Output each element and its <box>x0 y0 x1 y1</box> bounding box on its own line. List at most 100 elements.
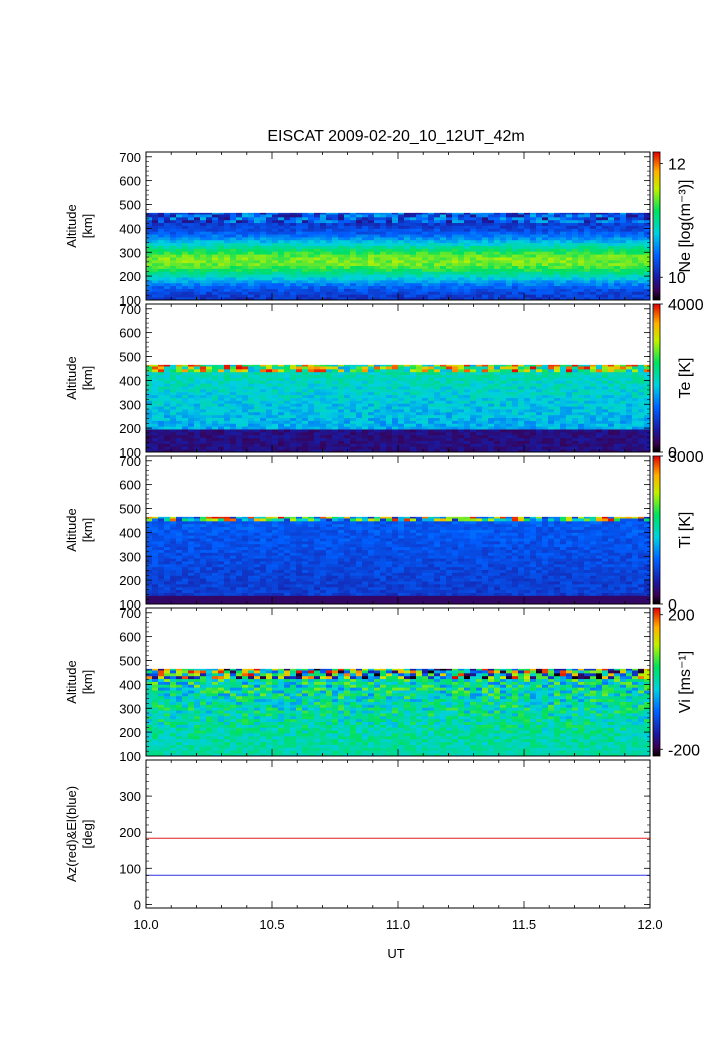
heatmap-cell <box>440 216 447 221</box>
heatmap-cell <box>266 414 273 419</box>
heatmap-cell <box>200 242 207 246</box>
heatmap-cell <box>326 366 333 370</box>
heatmap-cell <box>614 262 621 267</box>
heatmap-cell <box>272 222 279 226</box>
heatmap-cell <box>578 285 585 289</box>
heatmap-cell <box>236 297 243 300</box>
heatmap-cell <box>566 219 573 224</box>
heatmap-cell <box>446 400 453 404</box>
heatmap-cell <box>512 288 519 292</box>
heatmap-cell <box>512 219 519 224</box>
heatmap-cell <box>350 279 357 284</box>
heatmap-cell <box>188 426 195 430</box>
heatmap-cell <box>368 371 375 376</box>
heatmap-cell <box>428 277 435 281</box>
heatmap-cell <box>254 277 261 281</box>
heatmap-cell <box>476 282 483 287</box>
heatmap-cell <box>308 431 315 436</box>
heatmap-cell <box>470 434 477 439</box>
heatmap-cell <box>254 239 261 244</box>
heatmap-cell <box>236 282 243 287</box>
heatmap-cell <box>428 417 435 421</box>
heatmap-cell <box>218 225 225 229</box>
heatmap-cell <box>146 383 153 387</box>
heatmap-cell <box>260 262 267 267</box>
heatmap-cell <box>158 236 165 241</box>
heatmap-cell <box>440 414 447 419</box>
heatmap-cell <box>188 294 195 298</box>
heatmap-cell <box>488 411 495 416</box>
heatmap-cell <box>362 288 369 292</box>
heatmap-cell <box>218 383 225 387</box>
heatmap-cell <box>476 409 483 413</box>
heatmap-cell <box>434 391 441 396</box>
heatmap-cell <box>422 386 429 390</box>
heatmap-cell <box>452 409 459 413</box>
heatmap-cell <box>230 371 237 376</box>
heatmap-cell <box>572 236 579 241</box>
heatmap-cell <box>464 271 471 275</box>
heatmap-cell <box>536 364 543 367</box>
heatmap-cell <box>350 265 357 269</box>
heatmap-cell <box>476 285 483 289</box>
heatmap-cell <box>428 248 435 252</box>
heatmap-cell <box>356 214 363 218</box>
heatmap-cell <box>452 259 459 264</box>
heatmap-cell <box>518 294 525 298</box>
heatmap-cell <box>230 411 237 416</box>
heatmap-cell <box>200 251 207 255</box>
heatmap-cell <box>320 371 327 376</box>
heatmap-cell <box>146 406 153 410</box>
heatmap-cell <box>152 228 159 232</box>
heatmap-cell <box>542 440 549 444</box>
heatmap-cell <box>554 394 561 398</box>
heatmap-cell <box>518 403 525 407</box>
heatmap-cell <box>188 434 195 439</box>
heatmap-cell <box>560 449 567 452</box>
heatmap-cell <box>290 377 297 381</box>
heatmap-cell <box>386 228 393 232</box>
heatmap-cell <box>416 251 423 255</box>
heatmap-cell <box>434 214 441 218</box>
heatmap-cell <box>578 426 585 430</box>
heatmap-cell <box>230 388 237 393</box>
heatmap-cell <box>182 297 189 300</box>
heatmap-cell <box>380 383 387 387</box>
heatmap-cell <box>356 397 363 401</box>
heatmap-cell <box>626 225 633 229</box>
heatmap-cell <box>308 426 315 430</box>
heatmap-cell <box>296 400 303 404</box>
heatmap-cell <box>266 366 273 370</box>
heatmap-cell <box>266 257 273 261</box>
heatmap-cell <box>200 446 207 450</box>
heatmap-cell <box>332 257 339 261</box>
heatmap-cell <box>302 274 309 278</box>
heatmap-cell <box>392 411 399 416</box>
heatmap-cell <box>572 368 579 373</box>
heatmap-cell <box>506 288 513 292</box>
heatmap-cell <box>278 368 285 373</box>
heatmap-cell <box>368 236 375 241</box>
heatmap-cell <box>194 236 201 241</box>
heatmap-cell <box>566 368 573 373</box>
heatmap-cell <box>296 239 303 244</box>
heatmap-cell <box>482 364 489 367</box>
heatmap-cell <box>350 219 357 224</box>
heatmap-cell <box>458 423 465 427</box>
heatmap-cell <box>356 406 363 410</box>
heatmap-cell <box>644 262 650 267</box>
heatmap-cell <box>194 277 201 281</box>
heatmap-cell <box>374 371 381 376</box>
heatmap-cell <box>164 394 171 398</box>
heatmap-cell <box>200 431 207 436</box>
heatmap-cell <box>500 231 507 235</box>
heatmap-cell <box>230 277 237 281</box>
heatmap-cell <box>146 291 153 295</box>
heatmap-cell <box>458 254 465 258</box>
heatmap-cell <box>284 377 291 381</box>
heatmap-cell <box>536 446 543 450</box>
heatmap-cell <box>368 446 375 450</box>
heatmap-cell <box>572 291 579 295</box>
heatmap-cell <box>170 294 177 298</box>
heatmap-cell <box>374 380 381 384</box>
